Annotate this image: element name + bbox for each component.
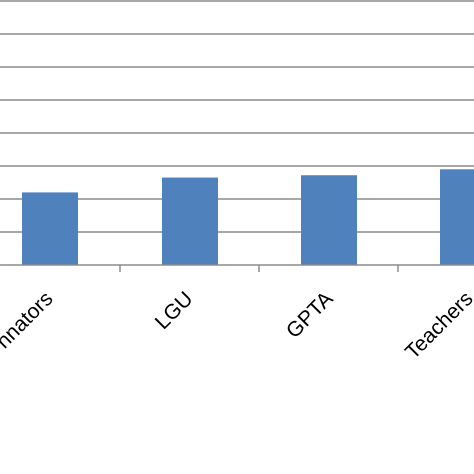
bar-4 [440, 169, 474, 265]
x-axis-ticks [119, 265, 399, 272]
gridlines [0, 0, 474, 233]
x-axis-tick-labels: nnators LGU GPTA Teachers [0, 287, 474, 364]
bar-3 [301, 175, 357, 265]
bar-2 [162, 177, 218, 265]
x-tick-label-1: nnators [0, 287, 58, 353]
x-tick-label-3: GPTA [282, 287, 338, 343]
x-tick-label-2: LGU [151, 287, 198, 334]
bar-1 [22, 192, 78, 265]
bars [22, 169, 474, 265]
x-tick-label-4: Teachers [401, 287, 474, 364]
